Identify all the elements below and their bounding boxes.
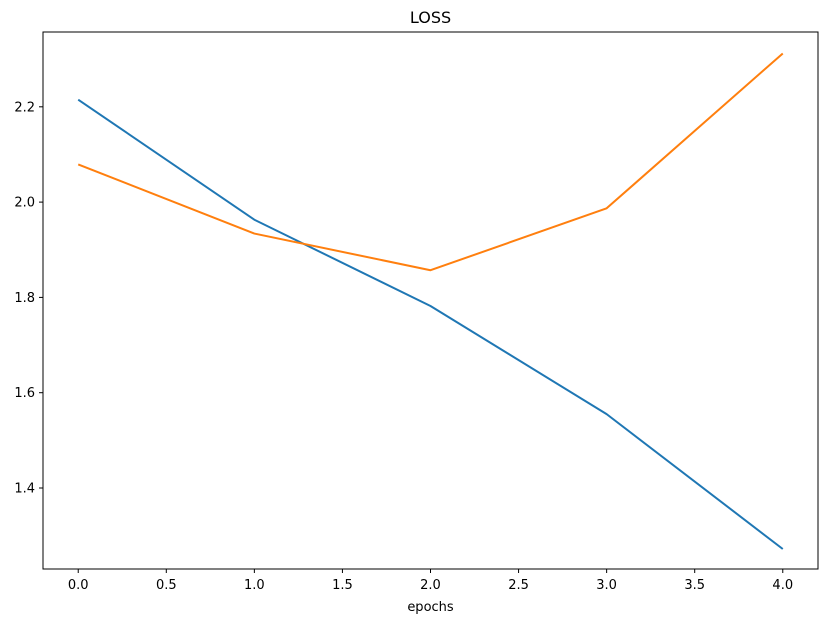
plot-frame [42, 31, 819, 570]
x-tick-label: 0.5 [156, 578, 177, 593]
x-tick-label: 4.0 [772, 578, 793, 593]
x-tick-label: 3.5 [684, 578, 705, 593]
x-tick-label: 0.0 [68, 578, 89, 593]
series-line-2 [77, 52, 784, 272]
x-tick-label: 3.0 [596, 578, 617, 593]
x-tick-label: 1.5 [332, 578, 353, 593]
y-tick-label: 1.8 [14, 291, 35, 306]
x-axis-title: epochs [407, 600, 454, 615]
y-tick-label: 2.2 [14, 100, 35, 115]
series-line-1 [77, 98, 784, 550]
y-tick-label: 1.4 [14, 481, 35, 496]
y-tick-label: 2.0 [14, 196, 35, 211]
chart-title: LOSS [410, 8, 451, 27]
x-tick-label: 1.0 [244, 578, 265, 593]
x-tick-label: 2.5 [508, 578, 529, 593]
y-tick-label: 1.6 [14, 386, 35, 401]
axis-ticks: 0.0 0.5 1.0 1.5 2.0 2.5 3.0 3.5 4.0 1.4 1.6 1.8 2.0 2… [14, 100, 793, 593]
x-tick-label: 2.0 [420, 578, 441, 593]
plot-series [77, 52, 784, 550]
